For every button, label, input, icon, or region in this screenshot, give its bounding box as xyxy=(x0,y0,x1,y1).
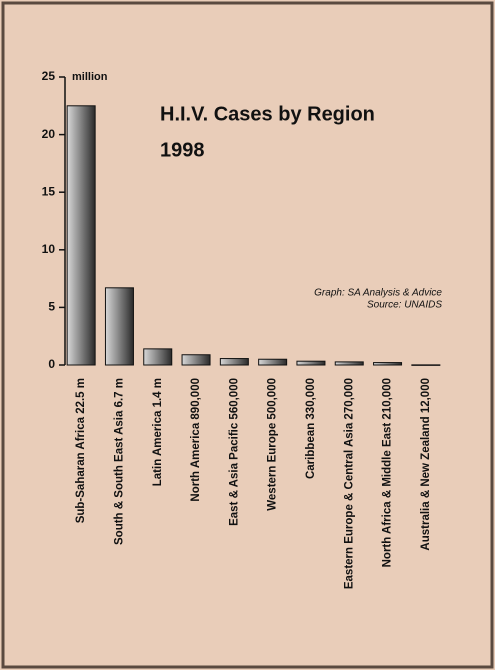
bar xyxy=(258,358,288,366)
x-tick-label: North Africa & Middle East 210,000 xyxy=(382,378,394,567)
bar xyxy=(373,362,403,366)
bar xyxy=(104,287,134,366)
y-tick-label: 25 xyxy=(42,69,56,83)
bar xyxy=(219,358,249,366)
y-tick-label: 5 xyxy=(48,300,55,314)
x-tick-label: South & South East Asia 6.7 m xyxy=(113,378,125,545)
y-tick-label: 0 xyxy=(48,357,55,371)
x-tick-label: East & Asia Pacific 560,000 xyxy=(228,378,240,526)
chart-title: H.I.V. Cases by Region xyxy=(160,103,375,125)
y-tick-label: 20 xyxy=(42,127,56,141)
x-tick-label: Western Europe 500,000 xyxy=(267,378,279,511)
bar xyxy=(334,361,364,366)
x-tick-label: Sub-Saharan Africa 22.5 m xyxy=(75,378,87,523)
x-tick-label: Caribbean 330,000 xyxy=(305,378,317,479)
annotation: Source: UNAIDS xyxy=(367,300,442,311)
x-tick-label: Latin America 1.4 m xyxy=(152,378,164,486)
bar xyxy=(181,354,211,366)
y-tick-label: 15 xyxy=(42,184,56,198)
bar xyxy=(66,105,96,366)
y-unit: million xyxy=(72,71,108,83)
bar xyxy=(296,360,326,366)
x-tick-label: Eastern Europe & Central Asia 270,000 xyxy=(343,378,355,589)
y-tick-label: 10 xyxy=(42,242,56,256)
x-tick-label: North America 890,000 xyxy=(190,378,202,502)
bar xyxy=(143,348,173,366)
x-tick-label: Australia & New Zealand 12,000 xyxy=(420,378,432,551)
bar xyxy=(411,364,441,366)
annotation: Graph: SA Analysis & Advice xyxy=(314,288,442,299)
chart-subtitle: 1998 xyxy=(160,139,205,161)
